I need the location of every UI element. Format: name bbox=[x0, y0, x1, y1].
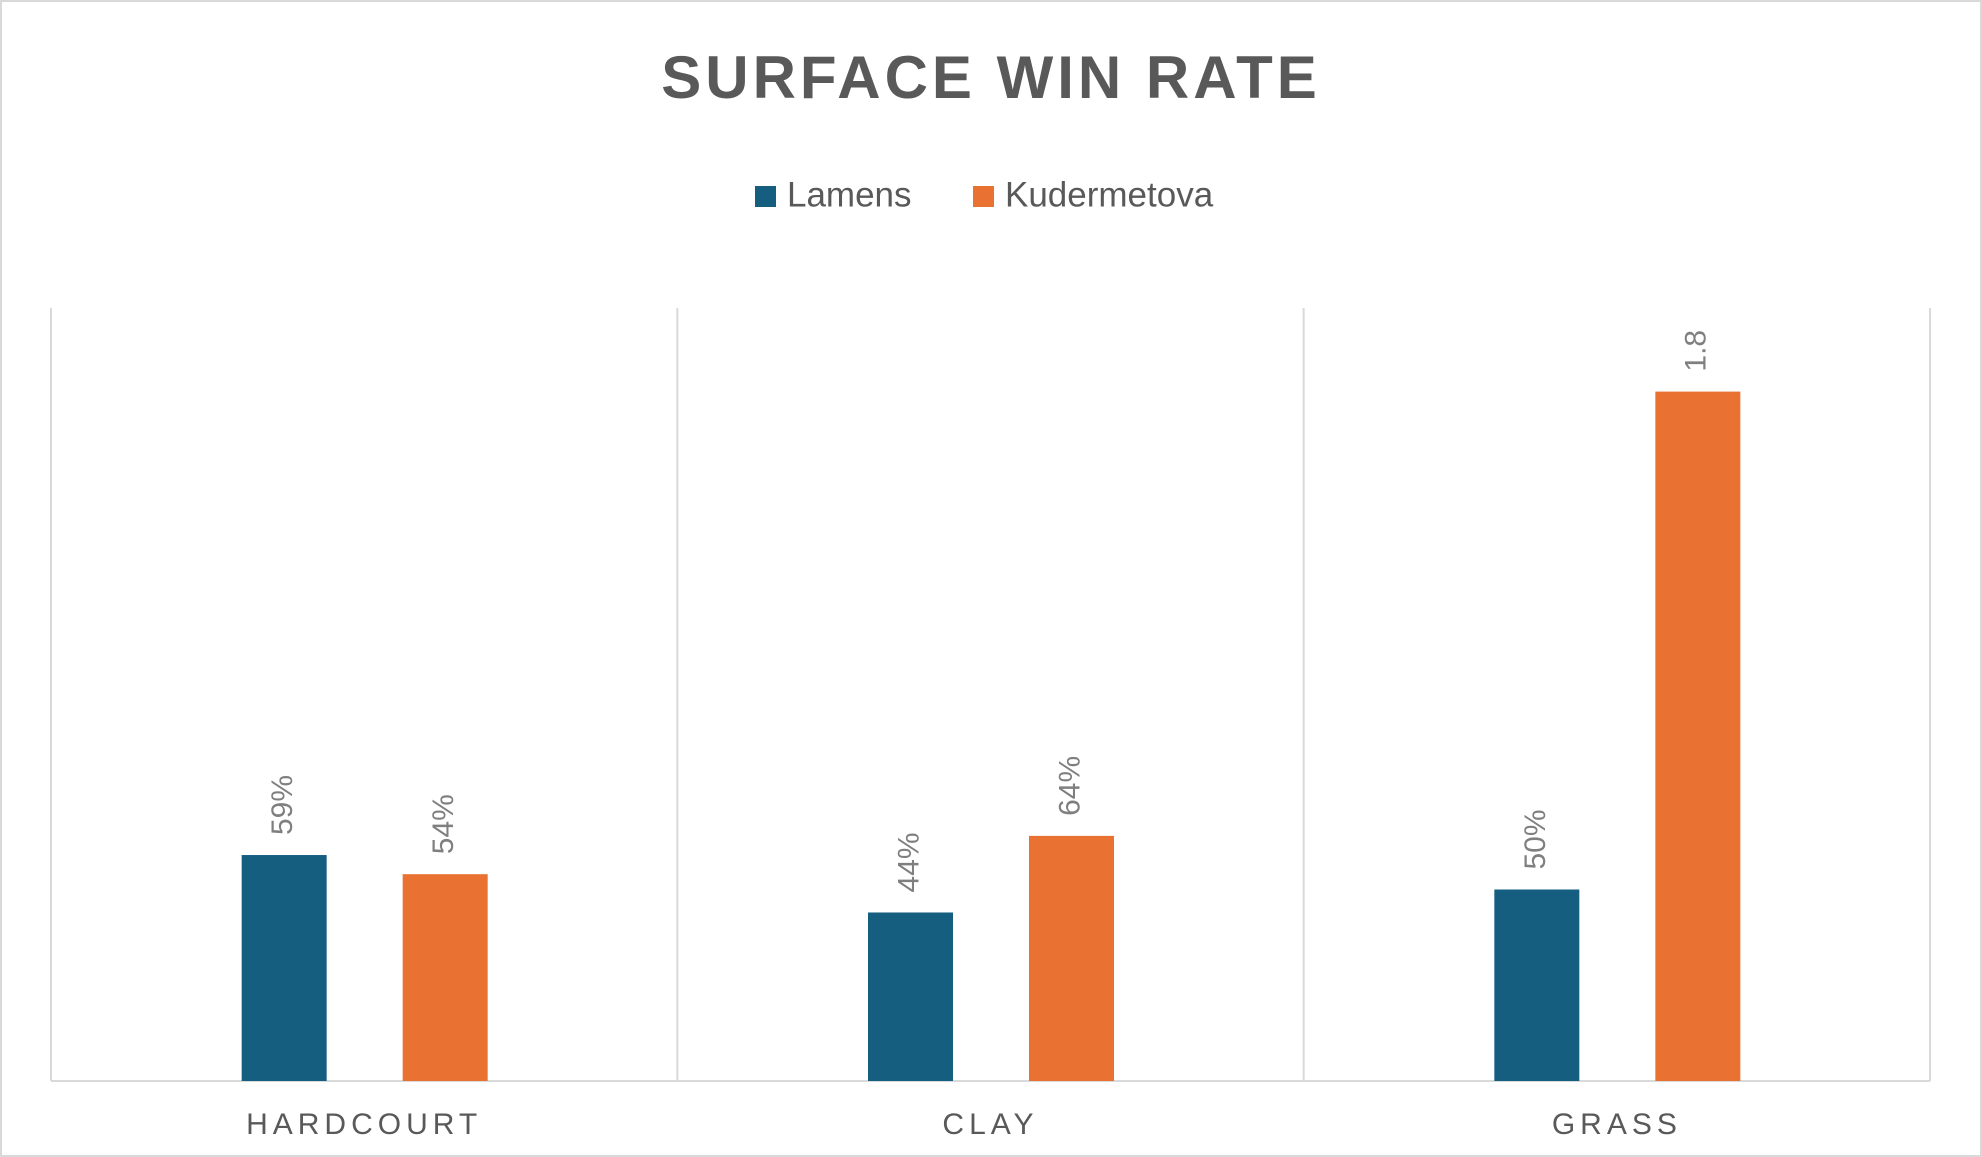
bar bbox=[241, 855, 327, 1081]
legend-label: Kudermetova bbox=[1005, 175, 1214, 214]
bar bbox=[402, 874, 488, 1081]
data-label: 50% bbox=[1519, 809, 1552, 869]
bar bbox=[1494, 889, 1580, 1081]
chart-title: SURFACE WIN RATE bbox=[661, 44, 1321, 111]
x-tick-label: HARDCOURT bbox=[246, 1108, 482, 1141]
data-label: 59% bbox=[266, 775, 299, 835]
x-tick-label: CLAY bbox=[942, 1108, 1038, 1141]
data-label: 44% bbox=[892, 832, 925, 892]
data-label: 64% bbox=[1053, 756, 1086, 816]
bar bbox=[868, 912, 953, 1081]
data-label: 54% bbox=[427, 794, 460, 854]
x-tick-label: GRASS bbox=[1552, 1108, 1682, 1141]
legend-label: Lamens bbox=[787, 175, 912, 214]
data-label: 1.8 bbox=[1680, 330, 1713, 372]
legend-swatch bbox=[755, 186, 776, 207]
bar bbox=[1029, 835, 1114, 1081]
bar bbox=[1655, 391, 1741, 1082]
legend-swatch bbox=[973, 186, 994, 207]
